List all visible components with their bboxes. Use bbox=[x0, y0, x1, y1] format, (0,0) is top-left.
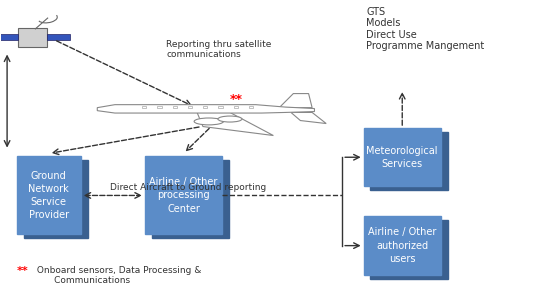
Text: Reporting thru satellite
communications: Reporting thru satellite communications bbox=[166, 40, 271, 59]
Text: Direct Aircraft to Ground reporting: Direct Aircraft to Ground reporting bbox=[110, 183, 266, 192]
Text: Ground
Network
Service
Provider: Ground Network Service Provider bbox=[28, 171, 69, 220]
Bar bbox=[142, 106, 147, 108]
FancyBboxPatch shape bbox=[370, 132, 448, 190]
Bar bbox=[47, 34, 70, 40]
FancyBboxPatch shape bbox=[18, 28, 47, 47]
Text: **: ** bbox=[230, 93, 243, 106]
Ellipse shape bbox=[218, 116, 242, 122]
FancyBboxPatch shape bbox=[17, 157, 81, 234]
Text: Airline / Other
processing
Center: Airline / Other processing Center bbox=[149, 177, 218, 214]
Polygon shape bbox=[197, 113, 273, 135]
Polygon shape bbox=[97, 105, 315, 113]
Text: **: ** bbox=[17, 266, 28, 276]
FancyBboxPatch shape bbox=[145, 157, 222, 234]
Bar bbox=[157, 106, 162, 108]
Bar bbox=[218, 106, 223, 108]
FancyBboxPatch shape bbox=[364, 128, 441, 186]
Text: GTS
Models
Direct Use
Programme Mangement: GTS Models Direct Use Programme Mangemen… bbox=[366, 7, 485, 51]
Polygon shape bbox=[279, 94, 312, 108]
Bar bbox=[173, 106, 177, 108]
FancyBboxPatch shape bbox=[370, 220, 448, 279]
Ellipse shape bbox=[194, 118, 224, 125]
FancyBboxPatch shape bbox=[24, 160, 88, 238]
Bar bbox=[0, 34, 18, 40]
Bar bbox=[234, 106, 238, 108]
FancyBboxPatch shape bbox=[364, 216, 441, 275]
Bar bbox=[203, 106, 208, 108]
Bar bbox=[249, 106, 253, 108]
Text: Onboard sensors, Data Processing &
       Communications: Onboard sensors, Data Processing & Commu… bbox=[34, 266, 201, 285]
Bar bbox=[188, 106, 192, 108]
FancyBboxPatch shape bbox=[152, 160, 229, 238]
Text: Airline / Other
authorized
users: Airline / Other authorized users bbox=[368, 228, 437, 264]
Polygon shape bbox=[291, 113, 326, 123]
Text: Meteorological
Services: Meteorological Services bbox=[366, 146, 438, 169]
